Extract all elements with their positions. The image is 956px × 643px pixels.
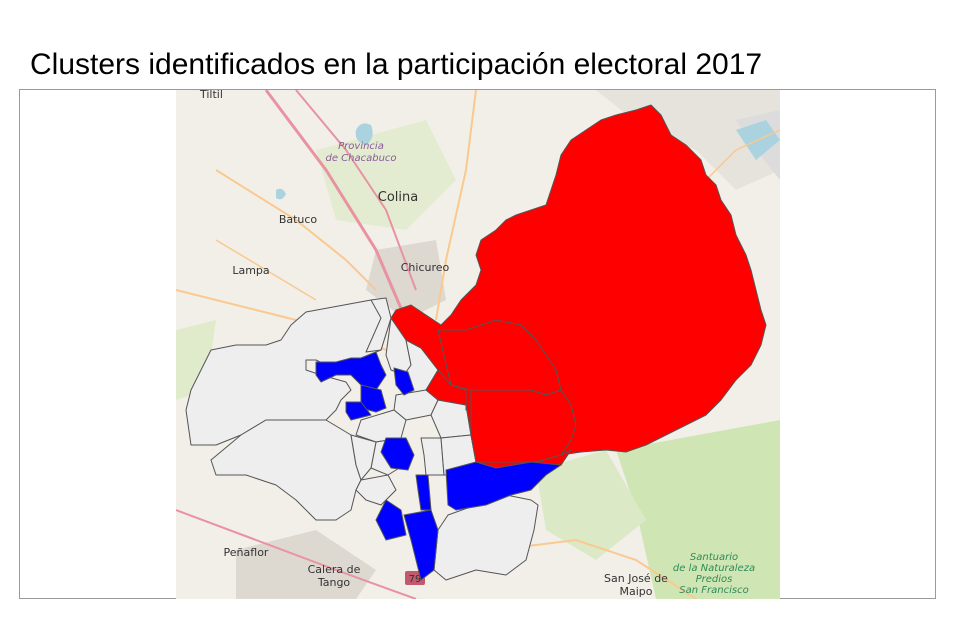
commune-cerrillos[interactable] xyxy=(350,434,377,481)
commune-san-joaquin[interactable] xyxy=(420,437,445,476)
label-santuario-1: Santuario xyxy=(690,552,738,563)
map-title: Clusters identificados en la participaci… xyxy=(30,48,763,81)
commune-la-pintana-north[interactable] xyxy=(415,474,432,511)
label-maipo: Maipo xyxy=(620,585,653,598)
commune-la-pintana[interactable] xyxy=(403,509,439,581)
label-provincia: Provincia xyxy=(338,141,384,152)
communes xyxy=(185,104,767,581)
green-area-north xyxy=(316,120,456,230)
commune-lo-espejo[interactable] xyxy=(355,474,397,506)
label-santuario-2: de la Naturaleza xyxy=(673,563,755,574)
green-area-southeast xyxy=(616,420,780,599)
commune-la-granja[interactable] xyxy=(380,437,415,471)
commune-conchali[interactable] xyxy=(393,367,415,396)
label-tiltil: Tiltil xyxy=(199,90,223,101)
label-colina: Colina xyxy=(378,190,418,205)
label-chicureo: Chicureo xyxy=(401,261,450,274)
lake xyxy=(355,123,373,145)
label-sanjose: San José de xyxy=(604,572,668,585)
label-batuco: Batuco xyxy=(279,213,318,226)
pond xyxy=(276,188,286,200)
commune-quilicura[interactable] xyxy=(365,297,392,353)
map-panel[interactable]: Tiltil Provincia de Chacabuco Colina Bat… xyxy=(176,90,780,599)
label-santuario-3: Predios xyxy=(696,574,733,585)
label-lampa: Lampa xyxy=(232,264,269,277)
label-chacabuco: de Chacabuco xyxy=(325,153,396,164)
commune-penalolen[interactable] xyxy=(475,449,572,469)
commune-renca[interactable] xyxy=(315,351,387,391)
commune-el-bosque[interactable] xyxy=(375,499,407,541)
choropleth-map: Tiltil Provincia de Chacabuco Colina Bat… xyxy=(176,90,780,599)
label-tango: Tango xyxy=(317,576,351,589)
label-calera: Calera de xyxy=(308,563,361,576)
label-penaflor: Peñaflor xyxy=(224,546,269,559)
urban-south xyxy=(236,530,376,599)
commune-la-reina[interactable] xyxy=(470,389,577,463)
route-shield-label: 79 xyxy=(409,574,422,585)
commune-lo-prado[interactable] xyxy=(345,401,372,421)
label-santuario-4: San Francisco xyxy=(679,585,748,596)
commune-providencia[interactable] xyxy=(425,369,467,406)
green-area-south xyxy=(536,450,646,560)
